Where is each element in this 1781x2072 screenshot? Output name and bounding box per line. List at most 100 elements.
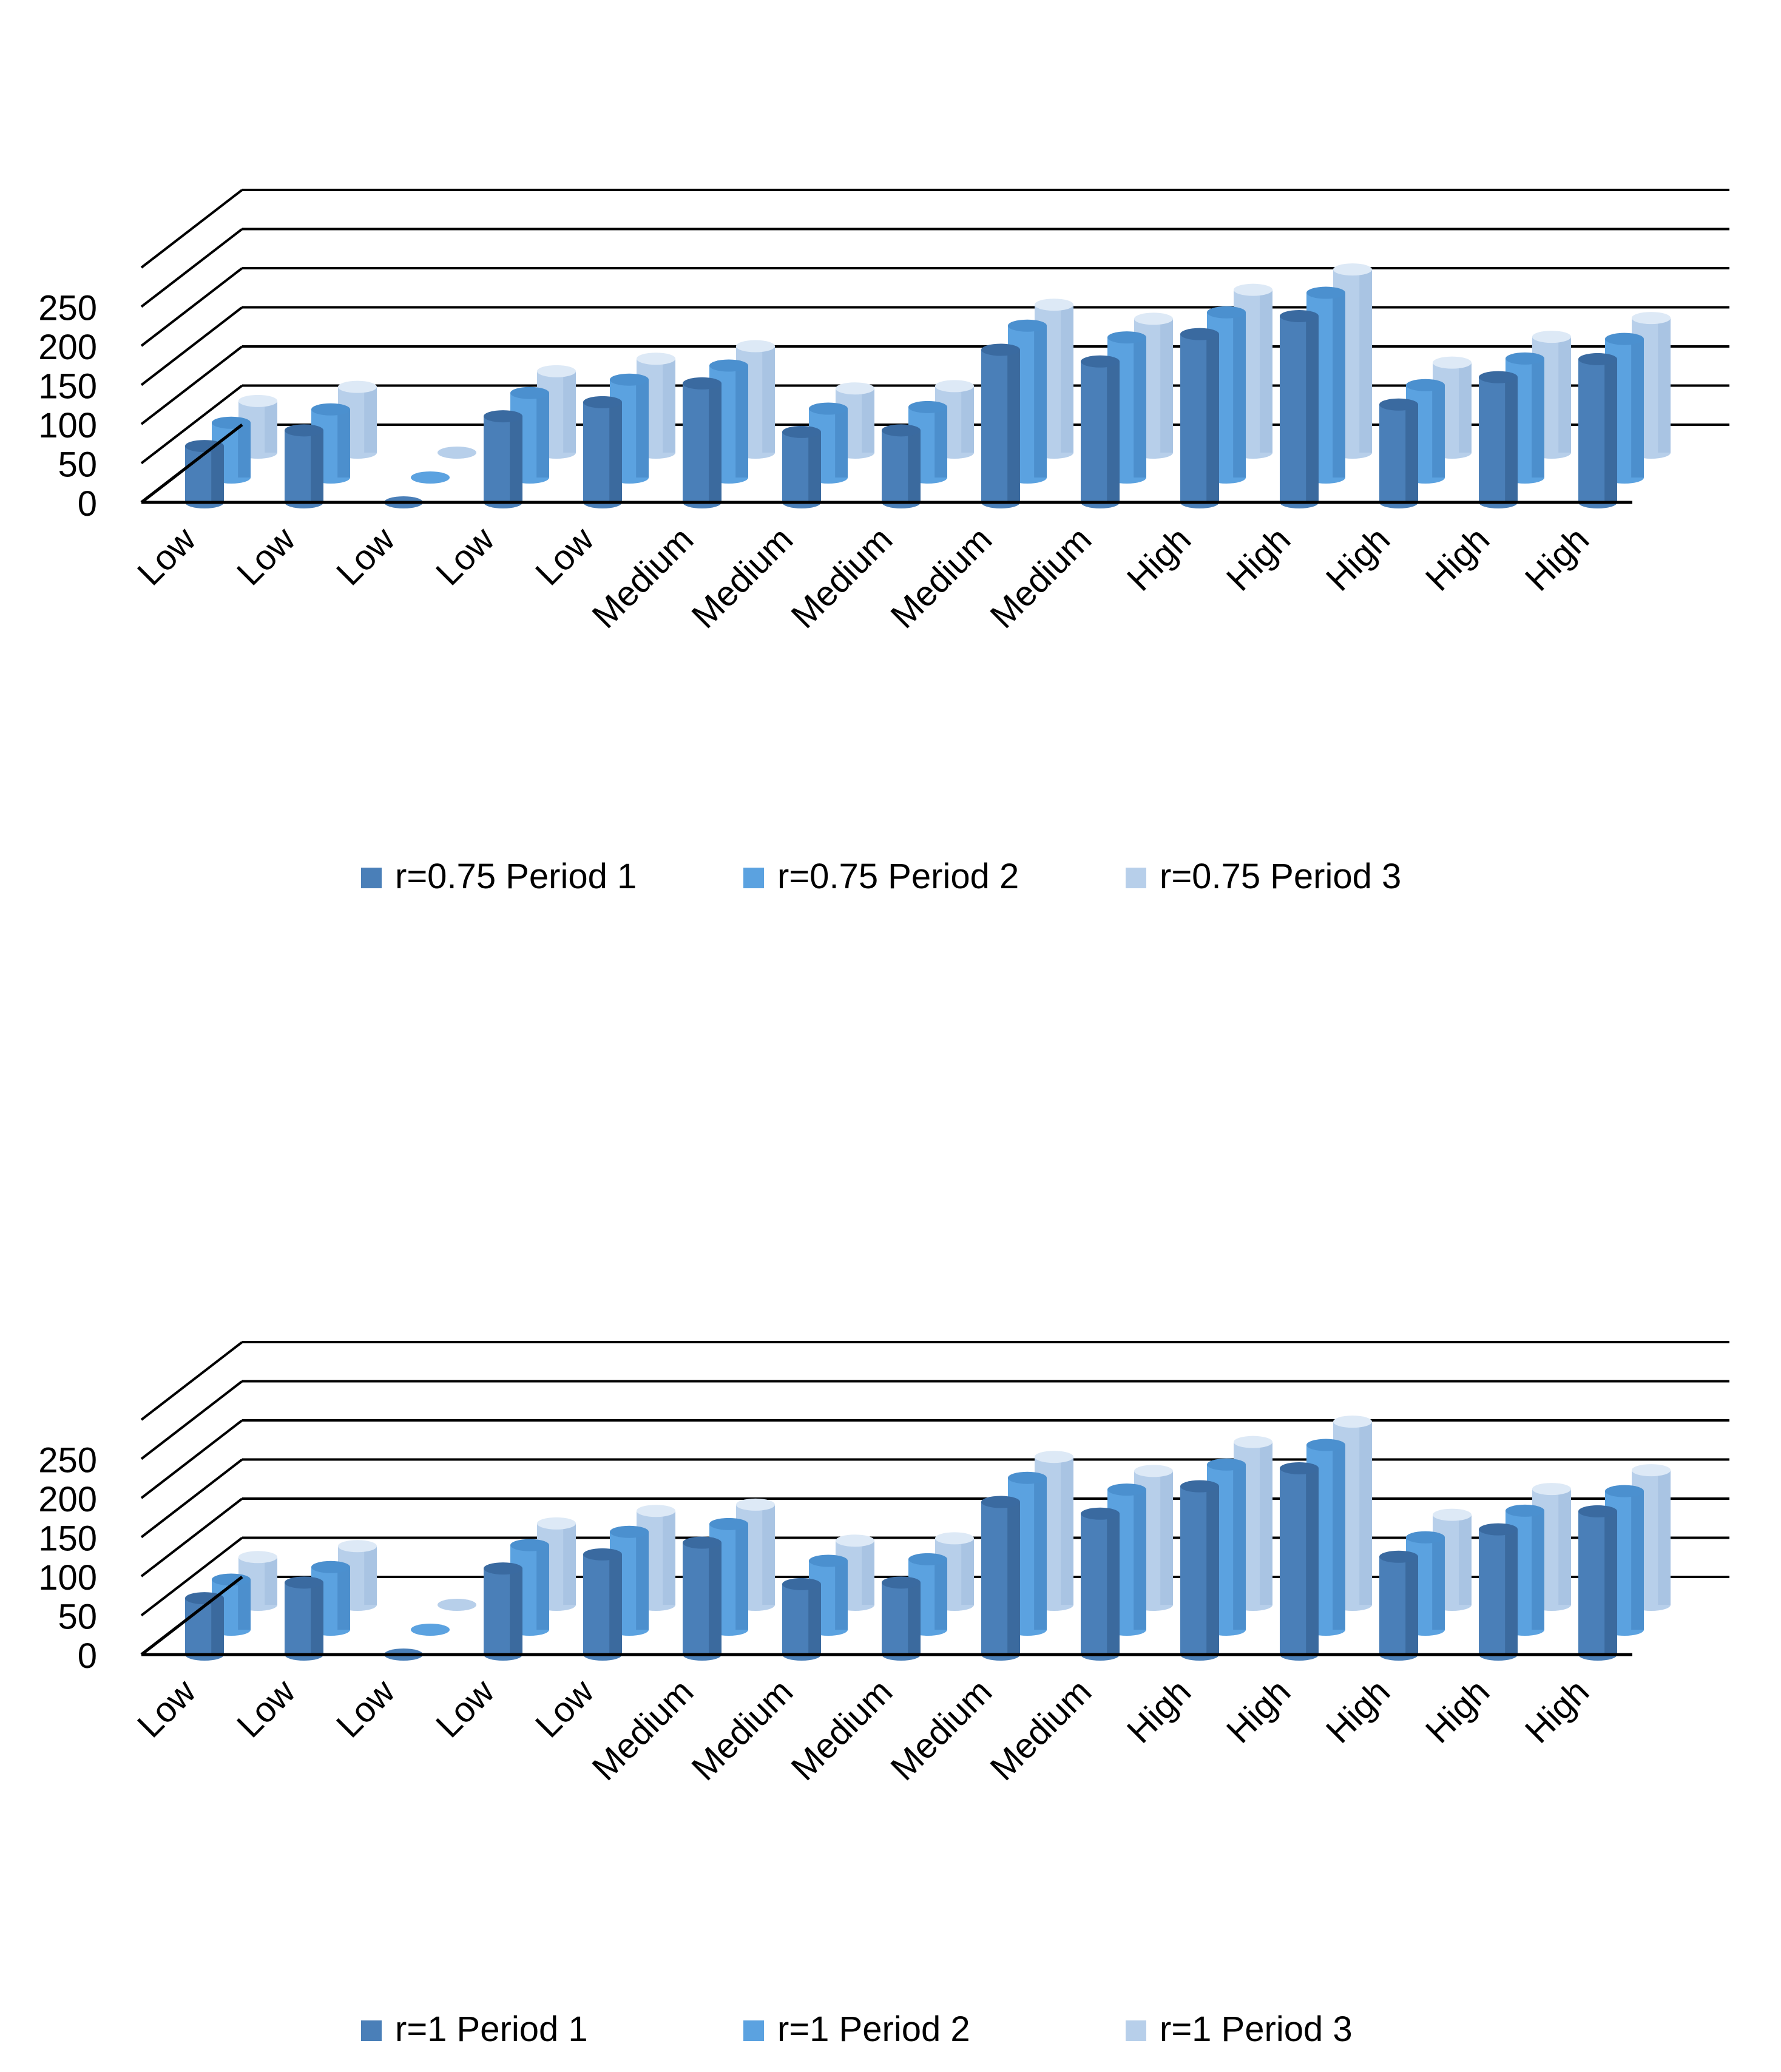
bar-top-cap (637, 1505, 675, 1517)
bar-shading (735, 365, 748, 478)
bar-shading (1160, 1471, 1173, 1605)
bar-top-cap (238, 394, 277, 407)
bar-top-cap (935, 380, 974, 393)
bar-top-cap (510, 386, 549, 399)
bar-top-cap (285, 424, 323, 437)
gridline-depth-edge (140, 1497, 243, 1578)
bar-top-cap (782, 1578, 821, 1590)
bar-top-cap (1578, 353, 1617, 365)
bar-top-cap (185, 440, 224, 453)
bar-top-cap (1406, 379, 1445, 391)
bar-top-cap (1306, 286, 1345, 299)
bar-shading (1107, 361, 1120, 502)
bar-top-cap (836, 382, 874, 395)
bar-top-cap (1008, 1471, 1047, 1484)
gridline-depth-edge (140, 345, 243, 425)
bar-top-cap (537, 1517, 576, 1530)
bar-shading (1631, 1491, 1644, 1630)
bar-top-cap (637, 353, 675, 365)
bar-shading (1532, 358, 1544, 478)
bar-shading (862, 388, 874, 453)
bar-shading (1206, 1486, 1219, 1655)
bar-shading (762, 346, 775, 453)
bar-shading (1233, 312, 1246, 478)
bar-shading (808, 431, 821, 502)
bar-shading (735, 1524, 748, 1630)
bar-shading (934, 1559, 947, 1630)
bar-top-cap (709, 1517, 748, 1530)
legend-swatch (361, 2020, 382, 2041)
bar-top-cap (610, 1525, 649, 1538)
bar-shading (265, 400, 277, 453)
bar-top-cap (185, 1592, 224, 1605)
bar-shading (536, 393, 549, 478)
bar-top-cap (1134, 312, 1173, 325)
bar-series-3 (438, 1599, 476, 1611)
gridline-depth-edge (140, 384, 243, 465)
bar-shading (1558, 337, 1571, 453)
bar-shading (1306, 316, 1319, 502)
bar-shading (1505, 1529, 1518, 1655)
legend-label: r=1 Period 1 (395, 2010, 588, 2049)
y-tick-label: 0 (78, 1636, 97, 1676)
legend-swatch (1126, 2020, 1146, 2041)
bar-top-cap (882, 424, 921, 437)
bar-shading (1658, 318, 1671, 453)
y-tick-label: 0 (78, 484, 97, 524)
bar-top-cap (1207, 1458, 1246, 1471)
bar-shading (835, 1561, 848, 1630)
bar-shading (536, 1545, 549, 1630)
bar-top-cap (1306, 1439, 1345, 1451)
bar-top-cap (338, 1540, 377, 1553)
bar-shading (1260, 1442, 1272, 1605)
bar-shading (1034, 1477, 1047, 1630)
bar-shading (1405, 404, 1418, 502)
bar-shading (762, 1504, 775, 1605)
bar-shading (265, 1557, 277, 1605)
bar-shading (663, 1511, 675, 1605)
gridline-depth-edge (140, 1458, 243, 1539)
bar-shading (636, 379, 649, 478)
gridline-depth-edge (140, 228, 243, 308)
bar-top-cap (809, 402, 848, 415)
y-tick-label: 50 (58, 1598, 97, 1637)
bar-shading (1359, 269, 1372, 453)
bar-shading (1604, 1511, 1617, 1655)
bar-top-cap (1433, 356, 1472, 369)
bar-top-cap (1578, 1505, 1617, 1517)
bar-top-cap (1605, 1485, 1644, 1497)
bar-shading (862, 1541, 874, 1605)
bar-top-cap (484, 410, 522, 423)
legend-label: r=0.75 Period 2 (777, 857, 1019, 896)
bar-shading (1405, 1556, 1418, 1655)
bar-shading (563, 371, 576, 453)
bar-top-cap (583, 396, 622, 408)
bar-top-cap (1207, 306, 1246, 319)
bar-top-cap (1180, 328, 1219, 340)
bar-series-2 (411, 1624, 450, 1636)
bar-shading (211, 446, 224, 502)
y-tick-label: 150 (38, 1519, 97, 1559)
bar-top-cap (908, 400, 947, 413)
bar-top-cap (311, 403, 350, 416)
bar-series-3 (438, 447, 476, 459)
bar-shading (311, 430, 323, 502)
bar-shading (636, 1531, 649, 1630)
bar-top-cap (1180, 1480, 1219, 1493)
bar-top-cap (683, 377, 722, 390)
bar-top-cap (1107, 331, 1146, 344)
bar-top-cap (311, 1561, 350, 1573)
bar-shading (1061, 1457, 1073, 1605)
bar-top-cap (1632, 1464, 1671, 1477)
bar-top-cap (981, 343, 1020, 356)
bar-top-cap (782, 425, 821, 438)
bar-shading (808, 1584, 821, 1655)
bar-shading (1658, 1470, 1671, 1605)
bar-top-cap (537, 365, 576, 377)
bar-shading (1459, 1514, 1472, 1605)
bar-shading (337, 409, 350, 478)
bar-series-2 (411, 471, 450, 484)
bar-shading (1306, 1468, 1319, 1655)
